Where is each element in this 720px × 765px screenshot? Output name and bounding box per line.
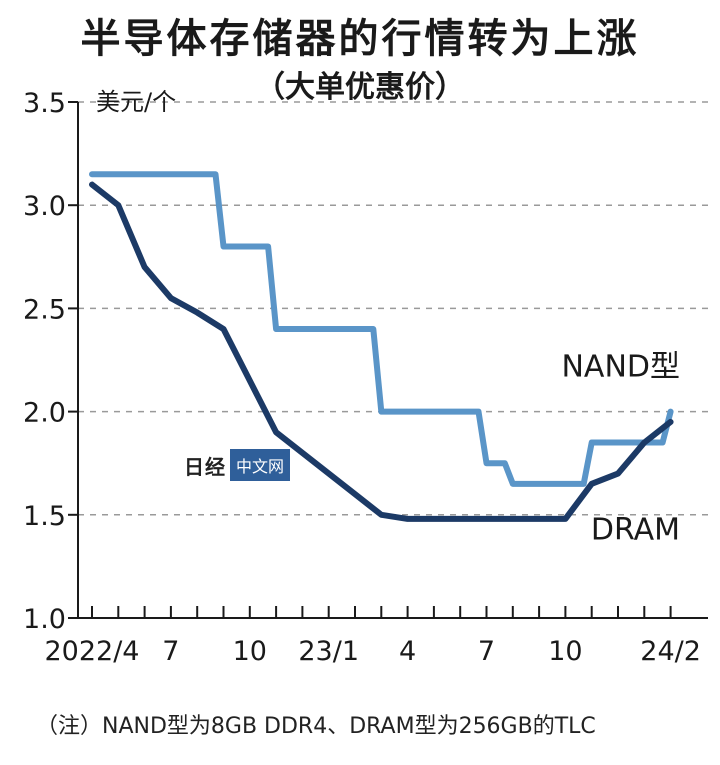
x-tick-label: 4: [399, 636, 416, 667]
y-tick-label: 1.0: [23, 604, 66, 635]
watermark-brand: 日经: [184, 454, 226, 479]
line-chart: 1.0 1.5 2.0 2.5 3.0 3.5 2022/4 7 10 23/1 4 7 10 24/2 美…: [23, 88, 708, 667]
y-tick-label: 3.0: [23, 191, 66, 222]
x-tick-label: 2022/4: [45, 636, 140, 667]
x-tick-label: 24/2: [640, 636, 701, 667]
series-line-nand: [89, 171, 674, 487]
x-tick-label: 10: [233, 636, 267, 667]
x-tick-label: 7: [478, 636, 495, 667]
series-label-nand: NAND型: [561, 350, 680, 385]
y-tick-label: 1.5: [23, 501, 66, 532]
watermark-badge: 中文网: [230, 449, 291, 481]
unit-label: 美元/个: [96, 88, 176, 116]
series-lines: [89, 171, 674, 522]
grid-lines: [78, 101, 708, 516]
x-tick-label: 23/1: [298, 636, 359, 667]
chart-note: （注）NAND型为8GB DDR4、DRAM型为256GB的TLC: [36, 714, 596, 739]
series-line-dram: [89, 181, 674, 522]
chart-subtitle: （大单优惠价）: [255, 70, 465, 105]
x-tick-label: 10: [548, 636, 582, 667]
labels: 1.0 1.5 2.0 2.5 3.0 3.5 2022/4 7 10 23/1 4 7 10 24/2 美…: [23, 88, 701, 667]
series-label-dram: DRAM: [591, 513, 680, 548]
y-tick-label: 3.5: [23, 88, 66, 119]
y-tick-label: 2.5: [23, 294, 66, 325]
x-tick-label: 7: [162, 636, 179, 667]
axes: [68, 101, 708, 619]
chart-title: 半导体存储器的行情转为上涨: [80, 16, 640, 62]
watermark-logo: 日经 中文网: [180, 449, 291, 481]
y-tick-label: 2.0: [23, 398, 66, 429]
